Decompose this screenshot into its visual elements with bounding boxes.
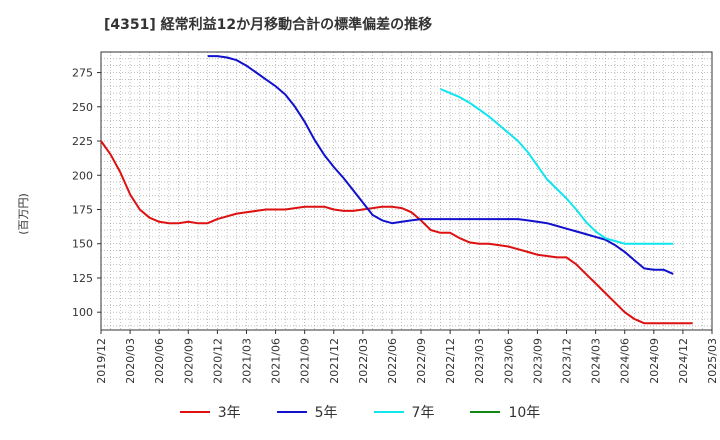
x-tick-label: 2020/12 — [211, 338, 224, 384]
x-tick-label: 2024/12 — [677, 338, 690, 384]
chart-title: [4351] 経常利益12か月移動合計の標準偏差の推移 — [104, 17, 433, 33]
series-line-2 — [440, 88, 674, 245]
x-tick-label: 2020/06 — [153, 338, 166, 384]
y-tick-label: 275 — [72, 67, 93, 80]
legend-item-5y: 5年 — [276, 402, 338, 422]
x-tick-label: 2025/03 — [706, 338, 719, 384]
legend-swatch-10y — [470, 411, 501, 413]
plot-frame — [100, 51, 713, 331]
legend-item-10y: 10年 — [470, 402, 540, 422]
x-tick-label: 2023/12 — [561, 338, 574, 384]
x-tick-label: 2022/09 — [415, 338, 428, 384]
x-tick-label: 2022/06 — [386, 338, 399, 384]
y-tick-label: 125 — [72, 272, 93, 285]
legend-swatch-3y — [179, 411, 210, 413]
x-tick-label: 2019/12 — [95, 338, 108, 384]
y-tick-label: 250 — [72, 101, 93, 114]
y-tick-label: 150 — [72, 238, 93, 251]
y-tick-label: 175 — [72, 203, 93, 216]
legend-swatch-5y — [276, 411, 307, 413]
x-tick-label: 2020/03 — [124, 338, 137, 384]
x-tick-label: 2020/09 — [182, 338, 195, 384]
x-tick-label: 2021/03 — [240, 338, 253, 384]
x-tick-label: 2023/03 — [473, 338, 486, 384]
x-tick-label: 2021/06 — [270, 338, 283, 384]
legend-item-3y: 3年 — [179, 402, 241, 422]
x-tick-label: 2024/09 — [648, 338, 661, 384]
y-tick-label: 225 — [72, 135, 93, 148]
legend-label-7y: 7年 — [411, 405, 435, 421]
x-tick-label: 2022/03 — [357, 338, 370, 384]
x-tick-label: 2021/12 — [328, 338, 341, 384]
x-tick-label: 2024/06 — [619, 338, 632, 384]
legend-label-5y: 5年 — [314, 405, 338, 421]
x-tick-label: 2023/09 — [531, 338, 544, 384]
y-tick-label: 100 — [72, 306, 93, 319]
legend-swatch-7y — [373, 411, 404, 413]
series-line-0 — [100, 140, 693, 325]
x-tick-label: 2022/12 — [444, 338, 457, 384]
legend-label-10y: 10年 — [508, 405, 541, 421]
x-tick-label: 2023/06 — [502, 338, 515, 384]
x-tick-label: 2021/09 — [299, 338, 312, 384]
x-tick-label: 2024/03 — [590, 338, 603, 384]
series-line-1 — [207, 55, 674, 275]
legend: 3年 5年 7年 10年 — [0, 402, 720, 422]
y-tick-label: 200 — [72, 169, 93, 182]
legend-item-7y: 7年 — [373, 402, 435, 422]
line-chart: 100 125 150 175 200 225 250 275 2019/12 2020/03 20… — [72, 51, 719, 384]
legend-label-3y: 3年 — [217, 405, 241, 421]
